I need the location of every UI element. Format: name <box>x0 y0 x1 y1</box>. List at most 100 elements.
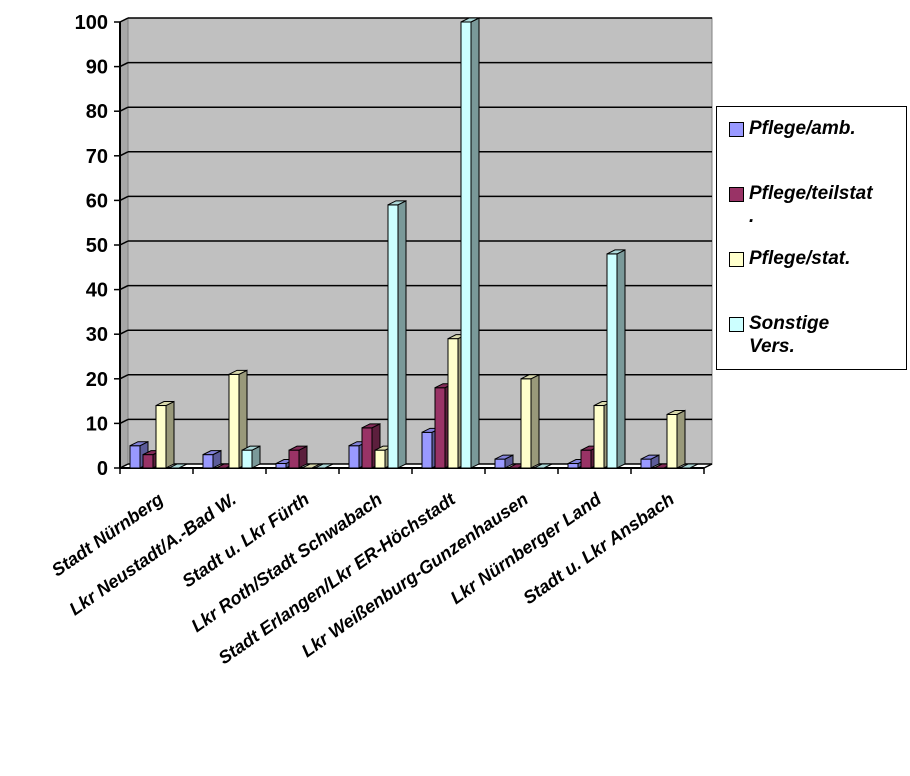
gridline-side <box>119 418 129 425</box>
legend-item-pflege-amb: Pflege/amb. <box>729 117 894 140</box>
y-tick-label: 70 <box>86 146 108 168</box>
legend-swatch <box>729 317 744 332</box>
bar-1-1-front <box>129 445 141 469</box>
bar-3-6 <box>520 373 540 469</box>
bar-2-7-front <box>580 449 592 469</box>
bar-2-3-front <box>288 449 300 469</box>
bar-3-3 <box>301 463 321 469</box>
bar-1-5-front <box>421 431 433 469</box>
bar-4-4-top <box>387 200 407 206</box>
gridline-side <box>119 17 129 23</box>
y-tick-label: 100 <box>75 12 108 34</box>
bar-1-2 <box>202 449 222 469</box>
bar-4-1-top <box>168 463 188 469</box>
bars <box>129 17 699 469</box>
legend-item-sonstige-vers: Sonstige Vers. <box>729 312 894 358</box>
gridline-side <box>119 374 129 380</box>
legend-swatch <box>729 122 744 137</box>
bar-1-8-top <box>640 454 660 460</box>
bar-2-1-front <box>142 454 154 469</box>
bar-4-7 <box>606 249 626 469</box>
bar-4-6-top <box>533 463 553 469</box>
bar-3-1-front <box>155 405 167 469</box>
bar-3-8-top <box>666 409 686 415</box>
bar-3-5-front <box>447 338 459 469</box>
bar-3-1-side <box>165 400 175 469</box>
bar-2-3 <box>288 445 308 469</box>
bar-1-6 <box>494 454 514 469</box>
bar-1-4-front <box>348 445 360 469</box>
legend-label: Pflege/teilstat . <box>749 183 873 227</box>
legend-item-pflege-stat: Pflege/stat. <box>729 247 894 270</box>
y-tick-label: 90 <box>86 57 108 79</box>
bar-4-5-side <box>470 17 480 469</box>
bar-4-4 <box>387 200 407 469</box>
gridline-side <box>119 329 129 335</box>
bar-3-1-top <box>155 401 175 407</box>
bar-3-4-front <box>374 449 386 469</box>
bar-4-3 <box>314 463 334 469</box>
bar-4-3-top <box>314 463 334 469</box>
bar-4-2-front <box>241 449 253 469</box>
y-tick-label: 40 <box>86 280 108 302</box>
bar-4-2 <box>241 445 261 469</box>
legend-item-pflege-teilstat: Pflege/teilstat . <box>729 182 894 228</box>
bar-4-8-top <box>679 463 699 469</box>
bar-3-8 <box>666 409 686 469</box>
bar-2-4-top <box>361 423 381 429</box>
bar-1-6-front <box>494 458 506 469</box>
legend-swatch <box>729 252 744 267</box>
gridline-side <box>119 240 129 246</box>
legend-swatch <box>729 187 744 202</box>
bar-3-2-top <box>228 369 248 375</box>
bar-2-5-front <box>434 387 446 469</box>
y-tick-label: 30 <box>86 324 108 346</box>
bar-1-3-front <box>275 463 287 469</box>
legend-label: Pflege/stat. <box>749 248 851 269</box>
y-tick-label: 50 <box>86 235 108 257</box>
y-tick-label: 80 <box>86 101 108 123</box>
bar-4-4-front <box>387 204 399 469</box>
bar-2-3-top <box>288 445 308 451</box>
bar-1-8 <box>640 454 660 469</box>
bar-4-6 <box>533 463 553 469</box>
legend-label: Sonstige Vers. <box>749 313 830 357</box>
bar-4-7-side <box>616 249 626 469</box>
bar-2-4-front <box>361 427 373 469</box>
y-tick-label: 20 <box>86 369 108 391</box>
bar-3-6-front <box>520 378 532 469</box>
bar-1-8-front <box>640 458 652 469</box>
gridline-side <box>119 195 129 202</box>
gridline-side <box>119 284 129 291</box>
bar-1-7-front <box>567 463 579 469</box>
bar-1-2-front <box>202 454 214 469</box>
gridline-side <box>119 61 129 68</box>
bar-4-7-top <box>606 249 626 255</box>
bar-1-1-top <box>129 441 149 447</box>
bar-3-2-front <box>228 373 240 469</box>
y-tick-label: 10 <box>86 413 108 435</box>
bar-4-2-top <box>241 445 261 451</box>
bar-1-6-top <box>494 454 514 460</box>
gridline-side <box>119 106 129 112</box>
bar-3-1 <box>155 400 175 469</box>
bar-3-7-front <box>593 405 605 469</box>
bar-1-2-top <box>202 450 222 456</box>
legend: Pflege/amb. Pflege/teilstat . Pflege/sta… <box>716 106 907 370</box>
bar-4-5-top <box>460 17 480 23</box>
bar-3-8-side <box>676 409 686 469</box>
bar-4-8 <box>679 463 699 469</box>
y-tick-label: 0 <box>97 458 108 480</box>
bar-4-5 <box>460 17 480 469</box>
bar-4-4-side <box>397 200 407 469</box>
gridline-side <box>119 151 129 157</box>
bar-3-6-side <box>530 373 540 469</box>
x-tick-label: Stadt u. Lkr Fürth <box>178 489 312 591</box>
bar-3-2 <box>228 369 248 469</box>
y-tick-labels: 0 10 20 30 40 50 60 70 80 90 100 <box>75 12 108 480</box>
bar-4-1 <box>168 463 188 469</box>
legend-label: Pflege/amb. <box>749 118 856 139</box>
